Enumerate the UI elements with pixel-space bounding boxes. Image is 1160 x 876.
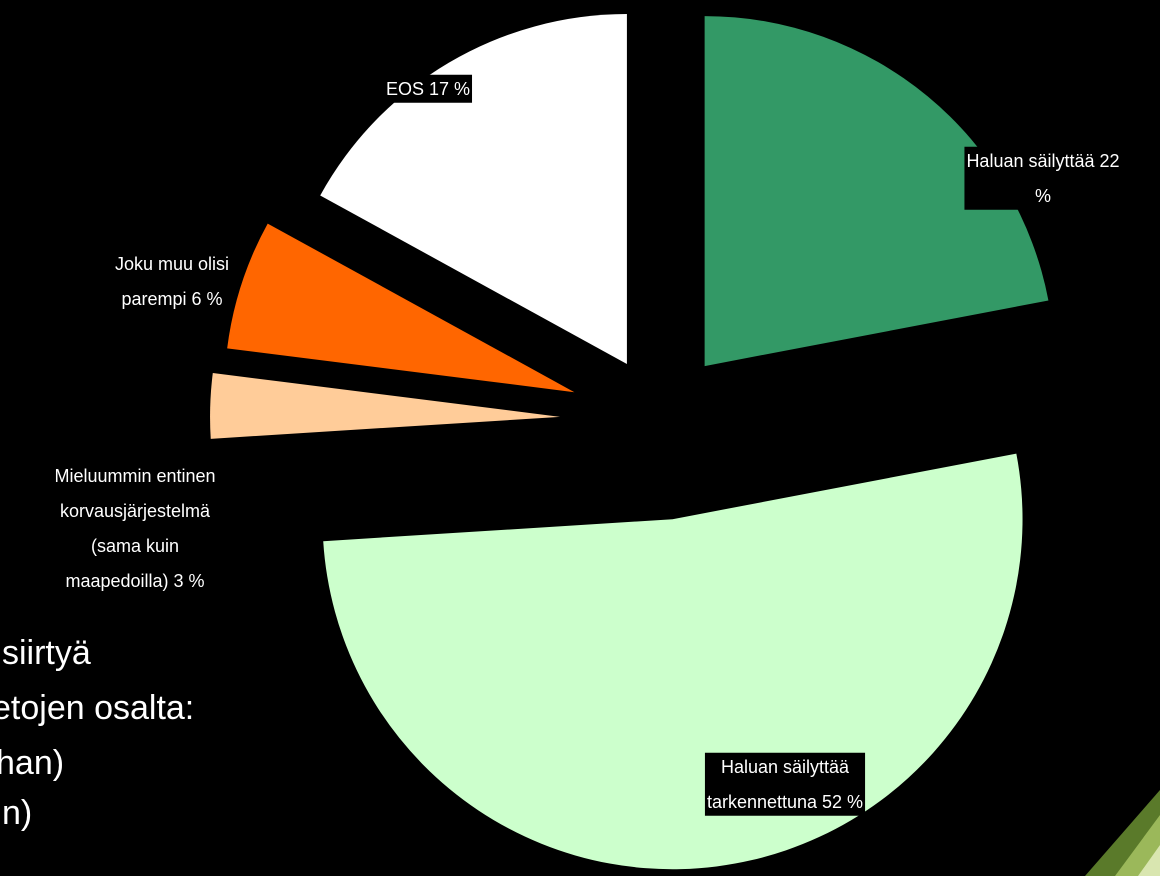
page: siirtyä etojen osalta: han) n) Haluan säily… xyxy=(0,0,1160,876)
slide: siirtyä etojen osalta: han) n) Haluan säily… xyxy=(0,0,1160,876)
slide-text-line: etojen osalta: xyxy=(0,689,194,727)
slice-label-line: parempi 6 % xyxy=(121,289,222,309)
slice-label-line: Haluan säilyttää xyxy=(721,757,850,777)
slice-label: Haluan säilyttää 22% xyxy=(964,147,1121,210)
slide-text-line: n) xyxy=(2,794,32,832)
slice-label-line: (sama kuin xyxy=(91,536,179,556)
slice-label-line: EOS 17 % xyxy=(386,79,470,99)
slice-label: Joku muu olisi parempi 6 % xyxy=(113,250,231,313)
slice-label: Mieluummin entinen korvausjärjestelmä (sam… xyxy=(52,462,217,595)
slice-label-line: Joku muu olisi xyxy=(115,254,229,274)
slice-label-line: % xyxy=(1035,186,1051,206)
slice-label-line: korvausjärjestelmä xyxy=(60,501,211,521)
slice-label-line: Haluan säilyttää 22 xyxy=(966,151,1119,171)
slice-label: EOS 17 % xyxy=(384,75,472,103)
slice-label-line: maapedoilla) 3 % xyxy=(65,571,204,591)
slide-text-line: han) xyxy=(0,744,64,782)
slice-label: Haluan säilyttää tarkennettuna 52 % xyxy=(705,753,865,816)
slide-text-line: siirtyä xyxy=(2,634,91,672)
slice-label-line: Mieluummin entinen xyxy=(54,466,215,486)
slice-label-line: tarkennettuna 52 % xyxy=(707,792,863,812)
